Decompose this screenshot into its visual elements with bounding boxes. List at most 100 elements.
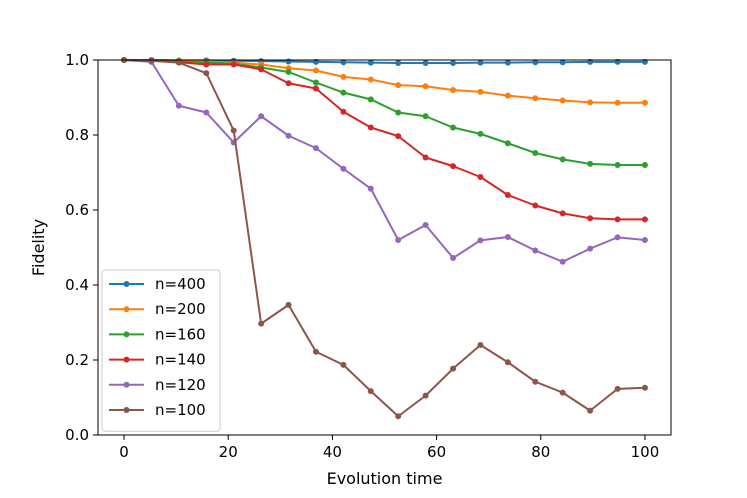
data-point-n-120 [614,234,621,241]
data-point-n-200 [587,99,594,106]
data-point-n-200 [504,92,511,99]
data-point-n-100 [230,127,237,134]
x-tick-label: 20 [219,443,238,461]
data-point-n-120 [367,185,374,192]
data-point-n-140 [395,133,402,140]
data-point-n-140 [367,124,374,131]
data-point-n-400 [340,59,347,66]
data-point-n-160 [477,130,484,137]
data-point-n-400 [559,59,566,66]
data-point-n-120 [532,247,539,254]
data-point-n-400 [532,59,539,66]
data-point-n-400 [450,60,457,66]
data-point-n-140 [340,108,347,115]
data-point-n-400 [285,58,292,65]
y-tick-label: 1.0 [65,51,89,69]
x-axis-label: Evolution time [327,469,443,488]
legend-swatch-marker [123,281,130,287]
data-point-n-200 [367,76,374,83]
data-point-n-100 [422,392,429,399]
data-point-n-120 [258,113,265,120]
data-point-n-120 [504,234,511,240]
y-tick-label: 0.4 [65,276,89,294]
legend: n=400 n=200 n=160 n=140 n=120 n=100 [101,269,221,432]
data-point-n-140 [230,61,237,68]
y-tick-label: 0.6 [65,201,89,219]
data-point-n-200 [477,88,484,95]
legend-box [101,269,221,432]
y-tick-label: 0.2 [65,351,89,369]
x-tick-label: 60 [427,443,446,461]
data-point-n-200 [395,82,402,89]
y-tick-label: 0.0 [65,426,89,444]
data-point-n-200 [532,95,539,102]
axis-ticks: 0 20 40 60 80 100 0.0 0.2 0.4 0.6 0.8 1.0 [65,51,659,461]
series-line-n-120 [122,58,647,263]
data-point-n-120 [340,165,347,172]
data-point-n-200 [340,73,347,80]
y-axis-label: Fidelity [29,219,48,276]
series-line-n-140 [123,58,646,221]
x-tick-label: 0 [119,443,129,461]
data-point-n-160 [285,69,292,75]
data-point-n-140 [641,216,648,223]
data-point-n-120 [422,222,429,228]
data-point-n-160 [587,160,594,167]
data-point-n-400 [422,60,429,66]
legend-label: n=120 [155,376,206,394]
data-point-n-120 [641,237,648,243]
data-point-n-100 [340,361,347,368]
data-point-n-100 [395,413,402,420]
data-point-n-140 [477,174,484,180]
data-point-n-100 [587,407,594,414]
data-point-n-140 [450,163,457,170]
legend-label: n=100 [155,401,206,419]
data-point-n-140 [559,210,566,217]
data-point-n-160 [504,140,511,147]
legend-swatch-marker [123,306,130,313]
data-point-n-400 [504,59,511,66]
data-point-n-120 [175,102,182,109]
data-point-n-200 [450,87,457,93]
data-point-n-140 [285,80,292,87]
series-line-n-100 [123,58,646,418]
legend-label: n=140 [155,351,206,369]
data-point-n-160 [559,156,566,163]
data-point-n-120 [285,132,292,139]
legend-swatch-marker [123,356,130,363]
data-point-n-200 [641,99,648,106]
legend-label: n=200 [155,300,206,318]
legend-swatch-marker [123,331,130,338]
data-point-n-100 [148,57,155,64]
data-point-n-100 [312,348,319,355]
data-point-n-100 [504,359,511,366]
data-point-n-160 [340,89,347,96]
data-point-n-200 [422,83,429,90]
data-point-n-200 [614,99,621,106]
data-point-n-140 [614,216,621,223]
data-point-n-140 [203,61,210,68]
data-point-n-100 [641,384,648,391]
data-point-n-120 [203,109,210,116]
data-point-n-160 [422,113,429,120]
data-point-n-160 [367,96,374,103]
data-point-n-160 [614,162,621,168]
x-tick-label: 80 [531,443,550,461]
data-point-n-100 [532,378,539,385]
data-point-n-100 [285,301,292,308]
legend-label: n=400 [155,275,206,293]
data-point-n-100 [175,59,182,66]
data-point-n-200 [312,67,319,74]
data-point-n-120 [559,258,566,265]
data-point-n-400 [477,59,484,66]
data-point-n-160 [450,124,457,131]
data-point-n-140 [312,85,319,92]
data-point-n-200 [559,97,566,104]
x-tick-label: 100 [631,443,660,461]
data-point-n-120 [312,145,319,152]
data-point-n-120 [450,255,457,261]
data-point-n-160 [641,162,648,168]
data-point-n-400 [367,59,374,66]
data-point-n-140 [504,192,511,198]
